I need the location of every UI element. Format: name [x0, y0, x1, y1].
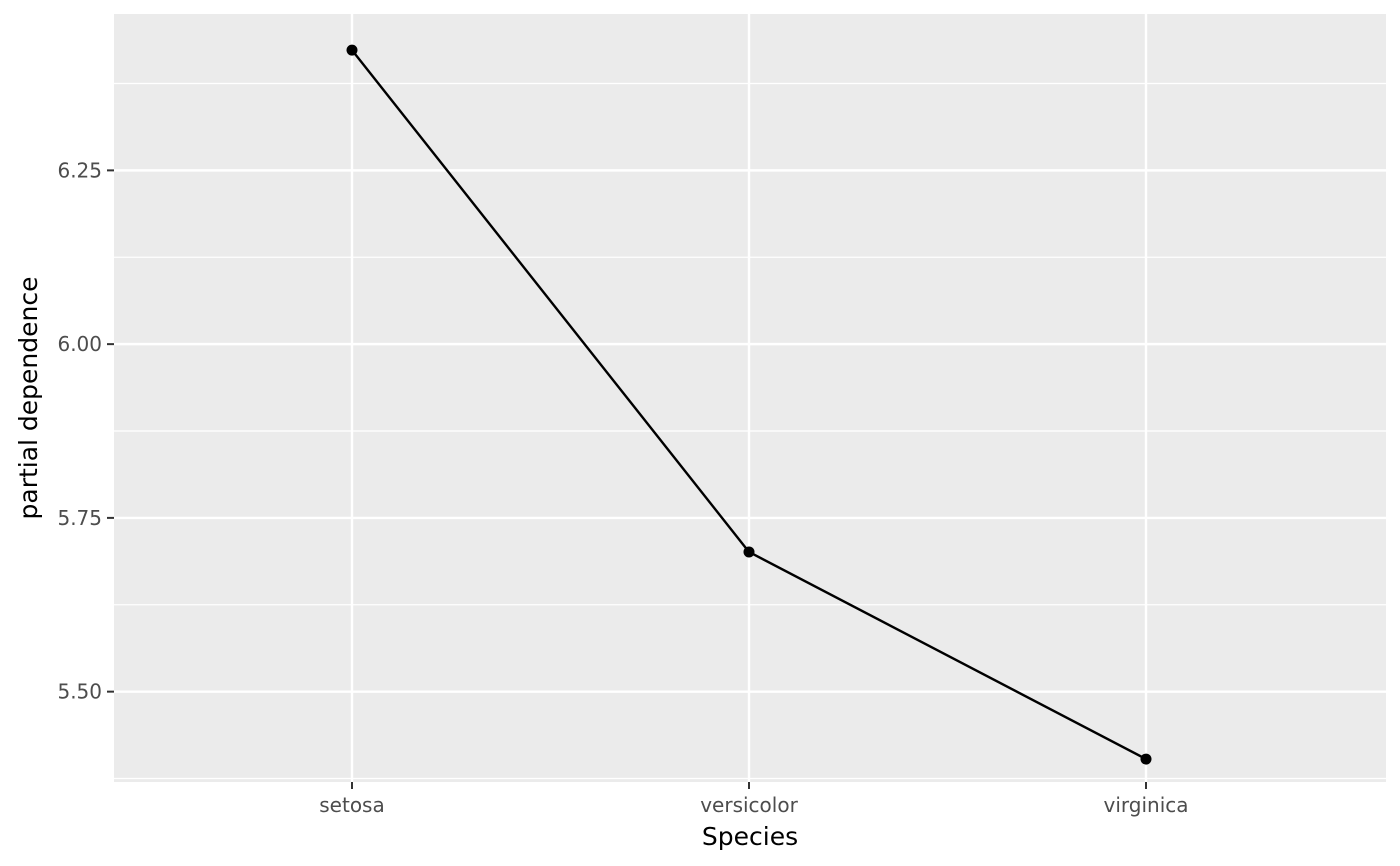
y-tick-label: 6.00: [57, 332, 102, 356]
data-point: [743, 546, 755, 558]
y-tick-label: 5.50: [57, 680, 102, 704]
data-point: [1140, 753, 1152, 765]
y-axis: 5.50 5.75 6.00 6.25: [57, 158, 114, 704]
x-axis: setosa versicolor virginica: [319, 782, 1189, 817]
y-tick-label: 5.75: [57, 506, 102, 530]
y-axis-title: partial dependence: [14, 277, 43, 520]
y-tick-label: 6.25: [57, 158, 102, 182]
x-axis-title: Species: [702, 822, 798, 851]
major-gridlines: [114, 14, 1386, 782]
series-group: [346, 44, 1152, 765]
x-tick-label: virginica: [1104, 793, 1189, 817]
x-tick-label: setosa: [319, 793, 384, 817]
data-point: [346, 44, 358, 56]
x-tick-label: versicolor: [700, 793, 798, 817]
